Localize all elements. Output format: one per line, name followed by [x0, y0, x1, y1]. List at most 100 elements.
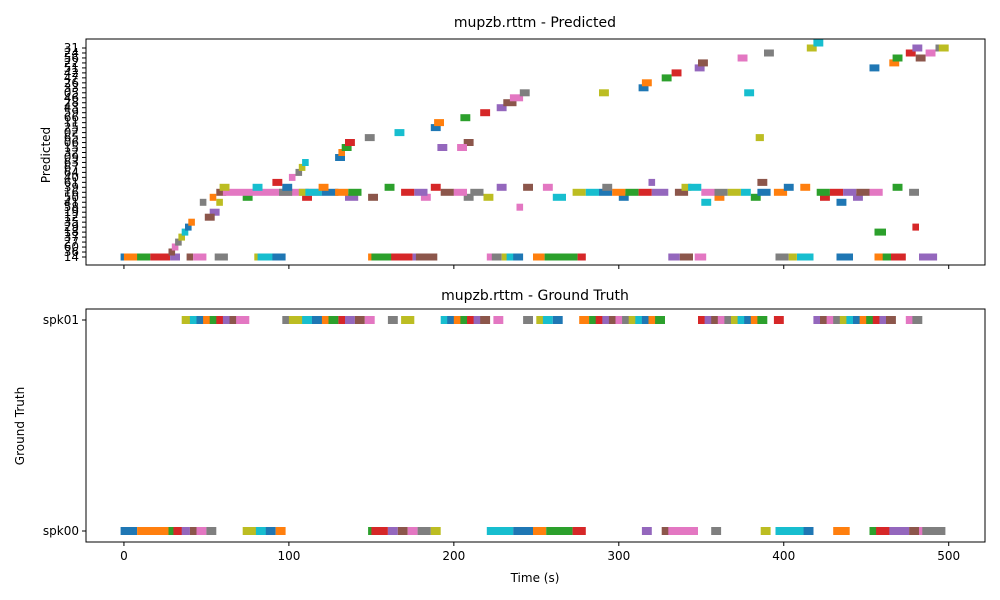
predicted-segment [420, 193, 431, 201]
predicted-segment [577, 253, 586, 261]
ground-truth-segment [189, 316, 200, 324]
predicted-segment [925, 49, 936, 57]
ground-truth-segment [371, 527, 388, 535]
ground-truth-segment [886, 316, 896, 324]
ground-truth-segment [615, 316, 626, 324]
predicted-ytick-label: 42 [64, 66, 79, 80]
ground-truth-ytick-label: spk01 [43, 313, 79, 327]
ground-truth-segment [354, 316, 365, 324]
predicted-segment [483, 193, 494, 201]
predicted-ytick-label: 46 [64, 91, 79, 105]
ground-truth-segment [628, 316, 639, 324]
predicted-segment [216, 198, 223, 206]
predicted-segment [869, 188, 883, 196]
ground-truth-xtick-label: 500 [937, 549, 960, 563]
predicted-segment [209, 208, 220, 216]
ground-truth-segment [876, 527, 896, 535]
predicted-ytick-label: 65 [64, 131, 79, 145]
ground-truth-segment [859, 316, 870, 324]
ground-truth-ytick-label: spk00 [43, 524, 79, 538]
predicted-ytick-label: 09 [64, 150, 79, 164]
predicted-segment [599, 89, 609, 97]
ground-truth-segment [803, 527, 814, 535]
ground-truth-segment [572, 527, 586, 535]
predicted-segment [661, 74, 672, 82]
ground-truth-segment [417, 527, 431, 535]
ground-truth-segment [288, 316, 306, 324]
ground-truth-segment [229, 316, 240, 324]
predicted-segment [415, 253, 438, 261]
x-axis-label: Time (s) [510, 571, 560, 585]
predicted-segment [757, 178, 768, 186]
ground-truth-segment [661, 527, 672, 535]
ground-truth-segment [486, 527, 514, 535]
predicted-segment [345, 139, 355, 146]
predicted-segment [688, 183, 702, 191]
ground-truth-segment [345, 316, 355, 324]
ground-truth-segment [922, 527, 946, 535]
predicted-segment [175, 238, 182, 246]
predicted-ytick-label: 24 [64, 46, 79, 60]
predicted-segment [193, 253, 207, 261]
predicted-ytick-label: 22 [64, 56, 79, 70]
predicted-segment [199, 198, 207, 206]
predicted-segment [919, 253, 938, 261]
ground-truth-segment [552, 316, 563, 324]
predicted-ytick-label: 58 [64, 200, 79, 214]
predicted-segment [679, 253, 693, 261]
predicted-segment [701, 188, 715, 196]
ground-truth-segment [209, 316, 220, 324]
ground-truth-segment [242, 527, 260, 535]
predicted-segment [938, 44, 949, 52]
predicted-segment [209, 193, 217, 201]
predicted-segment [641, 79, 652, 87]
predicted-segment [909, 188, 919, 196]
predicted-segment [764, 49, 774, 57]
predicted-segment [181, 228, 189, 236]
ground-truth-yticks: spk00 spk01 [43, 313, 86, 538]
ground-truth-segment [513, 527, 533, 535]
predicted-segment [295, 168, 303, 176]
predicted-segment [480, 109, 491, 117]
predicted-segment [185, 223, 192, 231]
predicted-segment [889, 59, 900, 67]
predicted-segment [882, 253, 895, 261]
predicted-segment [368, 193, 378, 201]
ground-truth-segment [282, 316, 293, 324]
predicted-segment [775, 253, 789, 261]
ground-truth-segment [773, 316, 784, 324]
ground-truth-segment [704, 316, 715, 324]
ground-truth-segment [407, 527, 418, 535]
predicted-ytick-label: 25 [64, 121, 79, 135]
ground-truth-segment [473, 316, 484, 324]
predicted-segment [820, 193, 830, 201]
ground-truth-segment [909, 527, 919, 535]
ground-truth-segment [833, 527, 850, 535]
ground-truth-segment [493, 316, 504, 324]
predicted-ytick-label: 41 [64, 195, 79, 209]
predicted-segment [257, 253, 278, 261]
predicted-segment [341, 144, 352, 151]
predicted-segment [869, 64, 880, 72]
ground-truth-segment [387, 527, 398, 535]
predicted-segment [123, 253, 139, 261]
ground-truth-segment [440, 316, 451, 324]
predicted-ytick-label: 28 [64, 96, 79, 110]
predicted-segment [298, 163, 306, 171]
predicted-segment [740, 188, 751, 196]
predicted-segment [638, 84, 649, 92]
predicted-segment [773, 188, 788, 196]
predicted-segment [648, 178, 656, 186]
predicted-segment [384, 183, 395, 191]
predicted-segment [279, 188, 293, 196]
predicted-segment [701, 198, 712, 206]
ground-truth-segment [839, 316, 850, 324]
ground-truth-segment [635, 316, 646, 324]
predicted-segment [496, 183, 507, 191]
ground-truth-segment [711, 527, 722, 535]
predicted-segment [523, 183, 533, 191]
ground-truth-segment [731, 316, 741, 324]
predicted-segment [252, 183, 263, 191]
predicted-segment [506, 253, 517, 261]
ground-truth-segment [724, 316, 735, 324]
